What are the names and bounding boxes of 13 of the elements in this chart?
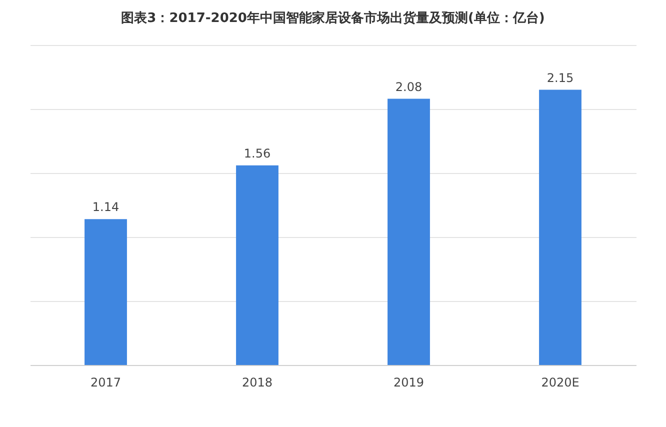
bar <box>84 219 127 365</box>
bar <box>388 98 430 365</box>
chart-title: 图表3：2017-2020年中国智能家居设备市场出货量及预测(单位：亿台) <box>121 10 545 26</box>
x-tick-label: 2018 <box>242 376 273 390</box>
x-tick-label: 2017 <box>90 376 122 390</box>
data-label: 2.08 <box>395 80 422 94</box>
data-label: 2.15 <box>546 70 574 85</box>
x-tick-label: 2019 <box>393 376 424 390</box>
bar <box>539 90 582 365</box>
data-label: 1.14 <box>92 200 120 214</box>
bar <box>236 165 278 365</box>
x-tick-label: 2020E <box>541 376 580 390</box>
data-label: 1.56 <box>244 146 271 160</box>
